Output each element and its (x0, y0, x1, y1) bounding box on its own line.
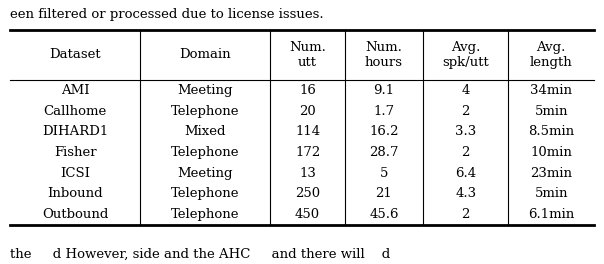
Text: Telephone: Telephone (171, 208, 240, 221)
Text: 21: 21 (376, 187, 392, 200)
Text: 4.3: 4.3 (455, 187, 476, 200)
Text: 16: 16 (299, 84, 316, 97)
Text: 2: 2 (461, 208, 470, 221)
Text: 13: 13 (299, 167, 316, 180)
Text: Dataset: Dataset (50, 49, 101, 62)
Text: Telephone: Telephone (171, 187, 240, 200)
Text: 23min: 23min (530, 167, 572, 180)
Text: 114: 114 (295, 125, 320, 138)
Text: Avg.
spk/utt: Avg. spk/utt (442, 41, 489, 69)
Text: 5: 5 (380, 167, 388, 180)
Text: 2: 2 (461, 146, 470, 159)
Text: 450: 450 (295, 208, 320, 221)
Text: 20: 20 (299, 105, 316, 117)
Text: 1.7: 1.7 (373, 105, 394, 117)
Text: 3.3: 3.3 (455, 125, 477, 138)
Text: Callhome: Callhome (43, 105, 107, 117)
Text: Outbound: Outbound (42, 208, 108, 221)
Text: Num.
hours: Num. hours (365, 41, 403, 69)
Text: 16.2: 16.2 (369, 125, 399, 138)
Text: 8.5min: 8.5min (528, 125, 574, 138)
Text: Inbound: Inbound (47, 187, 103, 200)
Text: 9.1: 9.1 (373, 84, 394, 97)
Text: Meeting: Meeting (178, 84, 233, 97)
Text: AMI: AMI (61, 84, 89, 97)
Text: 4: 4 (461, 84, 470, 97)
Text: 250: 250 (295, 187, 320, 200)
Text: Domain: Domain (179, 49, 231, 62)
Text: 5min: 5min (535, 187, 568, 200)
Text: 5min: 5min (535, 105, 568, 117)
Text: 10min: 10min (530, 146, 572, 159)
Text: Meeting: Meeting (178, 167, 233, 180)
Text: ICSI: ICSI (60, 167, 90, 180)
Text: 2: 2 (461, 105, 470, 117)
Text: 6.4: 6.4 (455, 167, 476, 180)
Text: Telephone: Telephone (171, 146, 240, 159)
Text: DIHARD1: DIHARD1 (42, 125, 108, 138)
Text: 172: 172 (295, 146, 320, 159)
Text: 45.6: 45.6 (369, 208, 399, 221)
Text: the     d However, side and the AHC     and there will    d: the d However, side and the AHC and ther… (10, 248, 390, 261)
Text: Mixed: Mixed (185, 125, 226, 138)
Text: 28.7: 28.7 (369, 146, 399, 159)
Text: 34min: 34min (530, 84, 572, 97)
Text: Num.
utt: Num. utt (289, 41, 326, 69)
Text: een filtered or processed due to license issues.: een filtered or processed due to license… (10, 8, 324, 21)
Text: 6.1min: 6.1min (528, 208, 574, 221)
Text: Avg.
length: Avg. length (530, 41, 573, 69)
Text: Telephone: Telephone (171, 105, 240, 117)
Text: Fisher: Fisher (54, 146, 97, 159)
